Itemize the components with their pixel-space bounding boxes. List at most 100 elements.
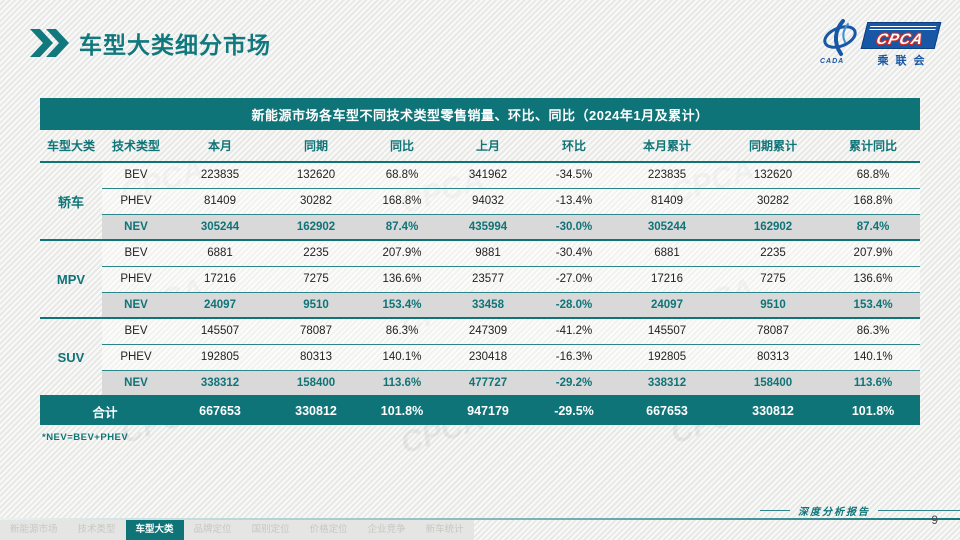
cell: 168.8%	[826, 187, 921, 214]
cell: 9510	[720, 291, 826, 318]
cell: 192805	[614, 343, 720, 370]
col-header: 技术类型	[102, 130, 170, 163]
table-row: PHEV 17216 7275 136.6% 23577 -27.0% 1721…	[40, 265, 921, 292]
report-label: 深度分析报告	[798, 506, 870, 518]
nav-item-country-position[interactable]: 国别定位	[251, 524, 290, 535]
cell: 87.4%	[826, 213, 921, 240]
nav-item-brand-position[interactable]: 品牌定位	[193, 524, 232, 535]
table-title: 新能源市场各车型不同技术类型零售销量、环比、同比（2024年1月及累计）	[40, 98, 921, 130]
nev-footnote: *NEV=BEV+PHEV	[42, 432, 129, 443]
table-row: PHEV 81409 30282 168.8% 94032 -13.4% 814…	[40, 187, 921, 214]
cell: 113.6%	[362, 369, 442, 396]
cell: 81409	[170, 187, 270, 214]
logo-stripe	[869, 29, 936, 30]
cell: 101.8%	[826, 395, 921, 425]
col-header: 同比	[362, 130, 442, 163]
nav-item-price-position[interactable]: 价格定位	[309, 524, 348, 535]
cell: 24097	[170, 291, 270, 318]
cell: 145507	[170, 317, 270, 344]
cell: 667653	[614, 395, 720, 425]
cpca-box: CPCA	[860, 22, 942, 49]
table-row-nev: NEV 24097 9510 153.4% 33458 -28.0% 24097…	[40, 291, 921, 318]
cell: 94032	[442, 187, 534, 214]
cell: -30.4%	[534, 239, 614, 266]
vehicle-class-cell: 轿车	[57, 194, 84, 210]
cell: 80313	[720, 343, 826, 370]
table-header-row: 车型大类 技术类型 本月 同期 同比 上月 环比 本月累计 同期累计 累计同比	[40, 130, 921, 163]
tech-type-cell: BEV	[102, 317, 170, 344]
slide-header: 车型大类细分市场	[30, 26, 271, 60]
cell: 87.4%	[362, 213, 442, 240]
col-header: 累计同比	[826, 130, 921, 163]
cell: 6881	[170, 239, 270, 266]
nav-item-nev-market[interactable]: 新能源市场	[10, 524, 58, 535]
cell: 477727	[442, 369, 534, 396]
cell: 330812	[720, 395, 826, 425]
cell: 30282	[720, 187, 826, 214]
cell: 192805	[170, 343, 270, 370]
cell: -13.4%	[534, 187, 614, 214]
cell: 68.8%	[826, 162, 921, 188]
cell: 86.3%	[362, 317, 442, 344]
nav-item-vehicle-class[interactable]: 车型大类	[125, 520, 184, 540]
cell: 30282	[270, 187, 362, 214]
col-header: 车型大类	[40, 130, 102, 163]
cell: 145507	[614, 317, 720, 344]
page-title: 车型大类细分市场	[79, 32, 271, 58]
tech-type-cell: NEV	[102, 291, 170, 318]
cell: 153.4%	[826, 291, 921, 318]
section-nav: 新能源市场 技术类型 车型大类 品牌定位 国别定位 价格定位 企业竞争 新车统计	[0, 520, 474, 540]
cpca-logo: CADA CPCA 乘联会	[818, 16, 942, 70]
cell: -34.5%	[534, 162, 614, 188]
market-table: 新能源市场各车型不同技术类型零售销量、环比、同比（2024年1月及累计） 车型大…	[40, 98, 921, 425]
cell: 162902	[270, 213, 362, 240]
table-row: SUV BEV 145507 78087 86.3% 247309 -41.2%…	[40, 317, 921, 396]
cell: 23577	[442, 265, 534, 292]
cell: 305244	[614, 213, 720, 240]
cell: -27.0%	[534, 265, 614, 292]
cell: 132620	[720, 162, 826, 188]
cpca-label: CPCA	[874, 31, 926, 48]
report-line-left	[760, 509, 790, 511]
cpca-swoosh-icon	[823, 19, 857, 56]
market-table-wrap: 新能源市场各车型不同技术类型零售销量、环比、同比（2024年1月及累计） 车型大…	[40, 98, 921, 425]
nav-item-tech-type[interactable]: 技术类型	[77, 524, 116, 535]
col-header: 同期	[270, 130, 362, 163]
cell: 7275	[270, 265, 362, 292]
cell: 153.4%	[362, 291, 442, 318]
cell: 341962	[442, 162, 534, 188]
nav-item-new-car-stats[interactable]: 新车统计	[425, 524, 464, 535]
cell: 247309	[442, 317, 534, 344]
nav-item-enterprise[interactable]: 企业竞争	[367, 524, 406, 535]
cell: 338312	[170, 369, 270, 396]
cell: 330812	[270, 395, 362, 425]
col-header: 环比	[534, 130, 614, 163]
page-number: 9	[931, 513, 938, 527]
cell: 2235	[720, 239, 826, 266]
cell: -30.0%	[534, 213, 614, 240]
cell: -16.3%	[534, 343, 614, 370]
double-chevron-icon	[30, 29, 69, 57]
cell: 101.8%	[362, 395, 442, 425]
cell: 207.9%	[362, 239, 442, 266]
cell: 207.9%	[826, 239, 921, 266]
cell: 223835	[614, 162, 720, 188]
col-header: 本月累计	[614, 130, 720, 163]
cell: -29.2%	[534, 369, 614, 396]
cell: 68.8%	[362, 162, 442, 188]
cell: 435994	[442, 213, 534, 240]
table-row: MPV BEV 6881 2235 207.9% 9881 -30.4% 688…	[40, 239, 921, 318]
col-header: 上月	[442, 130, 534, 163]
report-line-right	[878, 509, 960, 511]
report-label-group: 深度分析报告	[760, 503, 960, 518]
cell: 6881	[614, 239, 720, 266]
cell: 338312	[614, 369, 720, 396]
cell: -29.5%	[534, 395, 614, 425]
tech-type-cell: PHEV	[102, 343, 170, 370]
cell: 9510	[270, 291, 362, 318]
table-row-nev: NEV 338312 158400 113.6% 477727 -29.2% 3…	[40, 369, 921, 396]
cell: 78087	[720, 317, 826, 344]
cell: 80313	[270, 343, 362, 370]
cell: -28.0%	[534, 291, 614, 318]
